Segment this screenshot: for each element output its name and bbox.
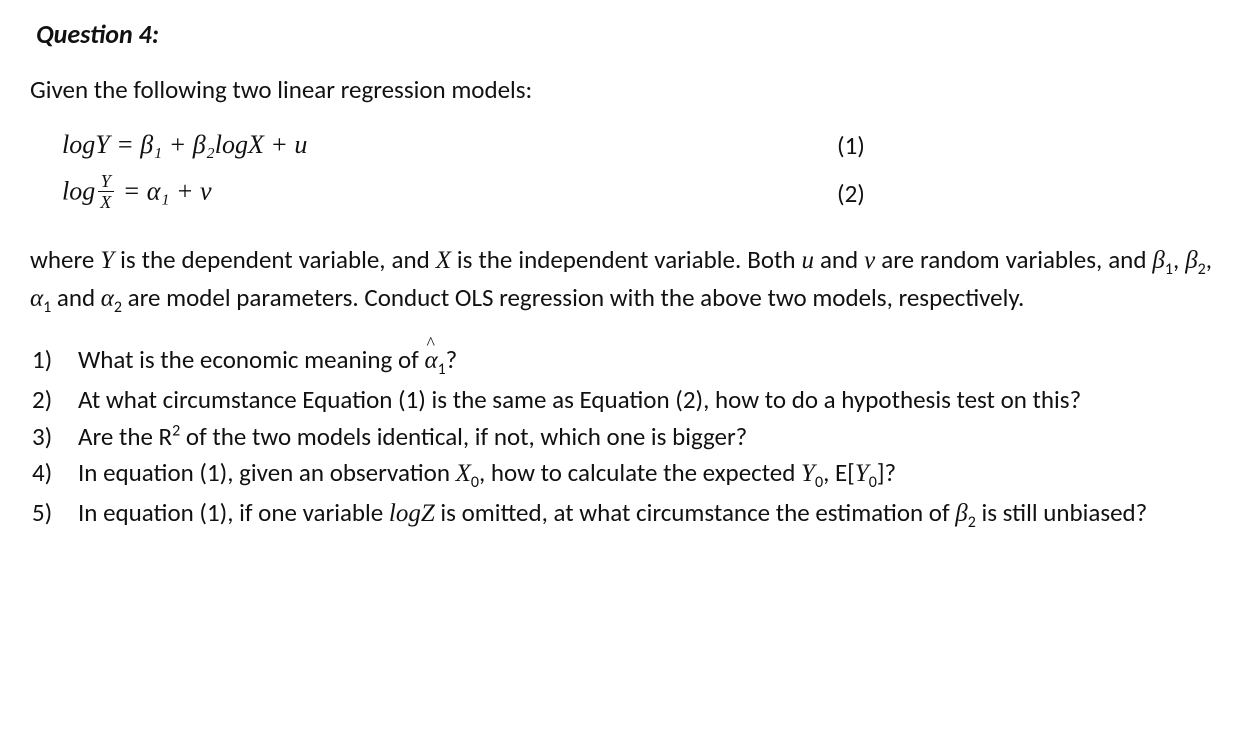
q4-Y: Y <box>801 460 815 487</box>
ctx-b1: β <box>1152 247 1164 274</box>
q4-sub: 0 <box>869 473 877 492</box>
eq2-rhs: = α₁ + v <box>116 176 211 205</box>
equation-1: logY = β₁ + β₂logX + u <box>62 130 307 160</box>
q4-text: ]? <box>877 457 896 488</box>
q5-text: is still unbiased? <box>976 497 1147 528</box>
q4-X: X <box>456 460 471 487</box>
eq1-lhs: logY <box>62 130 110 159</box>
q4-text: , how to calculate the expected <box>479 457 801 488</box>
q1-text: What is the economic meaning of <box>78 344 424 375</box>
ctx-s2: 2 <box>1198 260 1206 279</box>
item-body: In equation (1), given an observation X0… <box>78 456 1212 494</box>
ctx-v: v <box>864 247 875 274</box>
q5-sub: 2 <box>968 513 976 532</box>
item-body: In equation (1), if one variable logZ is… <box>78 496 1212 534</box>
intro-text: Given the following two linear regressio… <box>30 74 1212 105</box>
q3-text: of the two models identical, if not, whi… <box>180 421 747 452</box>
q5-text: is omitted, at what circumstance the est… <box>435 497 956 528</box>
equation-2-number: (2) <box>837 178 865 209</box>
q5-beta: β <box>955 500 967 527</box>
list-item: 5) In equation (1), if one variable logZ… <box>30 496 1212 534</box>
item-body: Are the R2 of the two models identical, … <box>78 420 1212 455</box>
q4-Y2: Y <box>855 460 869 487</box>
q4-sub: 0 <box>471 473 479 492</box>
question-title: Question 4: <box>36 18 1212 50</box>
item-body: At what circumstance Equation (1) is the… <box>78 383 1212 418</box>
ctx-a1: α <box>30 285 43 312</box>
list-item: 2) At what circumstance Equation (1) is … <box>30 383 1212 418</box>
list-item: 4) In equation (1), given an observation… <box>30 456 1212 494</box>
item-number: 5) <box>30 496 78 534</box>
equation-2: logYX = α₁ + v <box>62 174 212 213</box>
item-number: 2) <box>30 383 78 418</box>
item-number: 3) <box>30 420 78 455</box>
q1-sub: 1 <box>438 360 446 379</box>
eq2-fraction: YX <box>97 172 114 211</box>
item-body: What is the economic meaning of α1? <box>78 343 1212 381</box>
eq2-log: log <box>62 176 95 205</box>
q3-text: Are the R <box>78 421 172 452</box>
q1-text: ? <box>446 344 458 375</box>
ctx-a2: α <box>101 285 114 312</box>
ctx-txt: where <box>30 244 100 275</box>
q4-text: , E[ <box>823 457 855 488</box>
list-item: 3) Are the R2 of the two models identica… <box>30 420 1212 455</box>
ctx-txt: and <box>814 244 864 275</box>
ctx-Y: Y <box>100 247 114 274</box>
ctx-txt: is the independent variable. Both <box>451 244 802 275</box>
ctx-txt: , <box>1173 244 1185 275</box>
item-number: 4) <box>30 456 78 494</box>
ctx-s4: 2 <box>114 298 122 317</box>
item-number: 1) <box>30 343 78 381</box>
ctx-s1: 1 <box>1165 260 1173 279</box>
question-page: Question 4: Given the following two line… <box>0 0 1242 534</box>
eq1-rhs: = β₁ + β₂logX + u <box>110 130 308 159</box>
q1-alpha: α <box>424 347 437 374</box>
equation-block: logY = β₁ + β₂logX + u (1) logYX = α₁ + … <box>62 125 1212 221</box>
q5-text: In equation (1), if one variable <box>78 497 389 528</box>
q5-logZ: logZ <box>389 500 435 527</box>
q4-sub: 0 <box>815 473 823 492</box>
q1-alpha-hat: α <box>424 344 437 379</box>
list-item: 1) What is the economic meaning of α1? <box>30 343 1212 381</box>
ctx-txt: is the dependent variable, and <box>114 244 436 275</box>
ctx-txt: are random variables, and <box>875 244 1152 275</box>
q4-text: In equation (1), given an observation <box>78 457 456 488</box>
ctx-txt: are model parameters. Conduct OLS regres… <box>122 282 1024 313</box>
eq2-frac-num: Y <box>98 172 114 192</box>
ctx-txt: and <box>51 282 101 313</box>
ctx-X: X <box>436 247 451 274</box>
ctx-txt: , <box>1206 244 1212 275</box>
ctx-b2: β <box>1185 247 1197 274</box>
ctx-u: u <box>801 247 814 274</box>
eq2-frac-den: X <box>97 192 114 211</box>
equation-1-number: (1) <box>837 130 865 161</box>
question-list: 1) What is the economic meaning of α1? 2… <box>30 343 1212 534</box>
context-paragraph: where Y is the dependent variable, and X… <box>30 243 1212 319</box>
